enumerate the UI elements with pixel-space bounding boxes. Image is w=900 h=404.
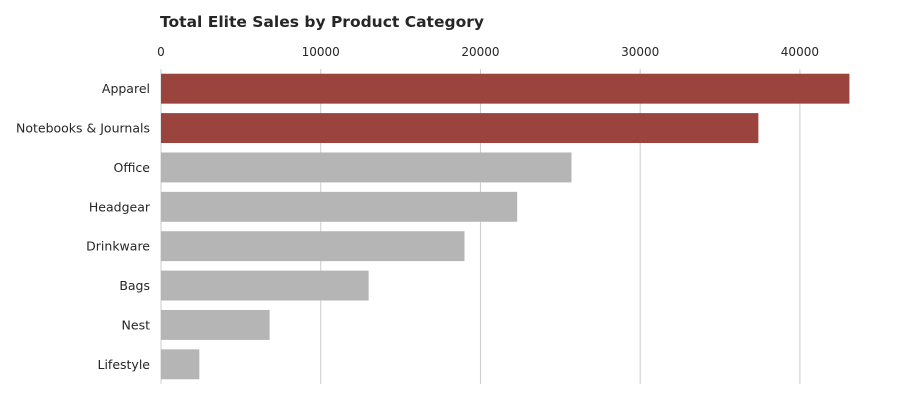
bar-office: [161, 152, 572, 183]
category-label: Nest: [122, 317, 151, 332]
bar-bags: [161, 270, 369, 301]
category-label: Office: [114, 160, 151, 175]
category-label: Bags: [119, 278, 150, 293]
bars: [161, 73, 850, 380]
x-tick-label: 30000: [621, 45, 659, 59]
x-tick-label: 20000: [461, 45, 499, 59]
bar-apparel: [161, 73, 850, 104]
y-axis-labels: Apparel Notebooks & Journals Office Headgea…: [16, 81, 151, 372]
x-tick-label: 0: [157, 45, 165, 59]
bar-headgear: [161, 191, 518, 222]
category-label: Headgear: [89, 199, 151, 214]
category-label: Drinkware: [86, 239, 150, 254]
chart-title: Total Elite Sales by Product Category: [160, 13, 484, 31]
category-label: Apparel: [102, 81, 150, 96]
category-label: Notebooks & Journals: [16, 121, 150, 136]
x-axis-ticks: 0 10000 20000 30000 40000: [157, 45, 819, 59]
x-tick-label: 40000: [781, 45, 819, 59]
bar-notebooks-journals: [161, 113, 759, 144]
x-tick-label: 10000: [302, 45, 340, 59]
bar-lifestyle: [161, 349, 200, 380]
bar-drinkware: [161, 231, 465, 262]
bar-nest: [161, 309, 270, 340]
category-label: Lifestyle: [97, 357, 150, 372]
